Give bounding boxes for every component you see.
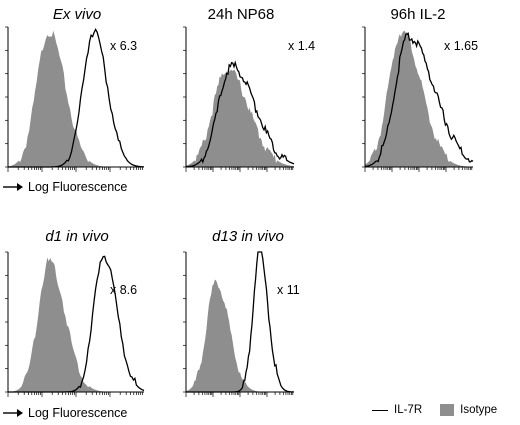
isotype-histogram <box>186 279 294 392</box>
isotype-histogram <box>8 30 144 167</box>
fold-label-96h-il2: x 1.65 <box>444 39 479 53</box>
il7r-histogram-line <box>364 32 474 168</box>
legend-line-label: IL-7R <box>394 404 423 416</box>
fold-label-24h-np68: x 1.4 <box>288 39 316 53</box>
histogram-panel <box>362 26 474 172</box>
isotype-histogram <box>365 30 473 167</box>
legend: IL-7R Isotype <box>372 404 497 416</box>
fold-label-d1-in-vivo: x 8.6 <box>110 283 138 297</box>
panel-title-24h-np68: 24h NP68 <box>207 6 275 23</box>
arrow-right-icon <box>3 183 23 191</box>
isotype-histogram <box>186 69 294 167</box>
isotype-histogram <box>8 257 144 392</box>
fold-label-d13-in-vivo: x 11 <box>277 283 300 297</box>
legend-fill-swatch <box>440 404 455 416</box>
panel-title-96h-il2: 96h IL-2 <box>390 6 446 23</box>
panel-title-d13-in-vivo: d13 in vivo <box>212 228 284 245</box>
axis-note-row2: Log Fluorescence <box>2 406 127 420</box>
histogram-panel <box>183 26 295 172</box>
fold-label-ex-vivo: x 6.3 <box>110 39 138 53</box>
axis-note-label: Log Fluorescence <box>28 180 128 194</box>
axis-note-row1: Log Fluorescence <box>2 180 127 194</box>
histogram-panel <box>5 251 145 397</box>
panel-title-ex-vivo: Ex vivo <box>52 6 102 23</box>
axis-note-label: Log Fluorescence <box>28 406 128 420</box>
legend-fill-label: Isotype <box>460 404 498 416</box>
arrow-right-icon <box>3 409 23 417</box>
histogram-panel <box>183 251 295 397</box>
histogram-panel <box>5 26 145 172</box>
il7r-histogram-line <box>185 60 295 168</box>
legend-line-swatch <box>372 409 388 411</box>
panel-title-d1-in-vivo: d1 in vivo <box>45 228 109 245</box>
